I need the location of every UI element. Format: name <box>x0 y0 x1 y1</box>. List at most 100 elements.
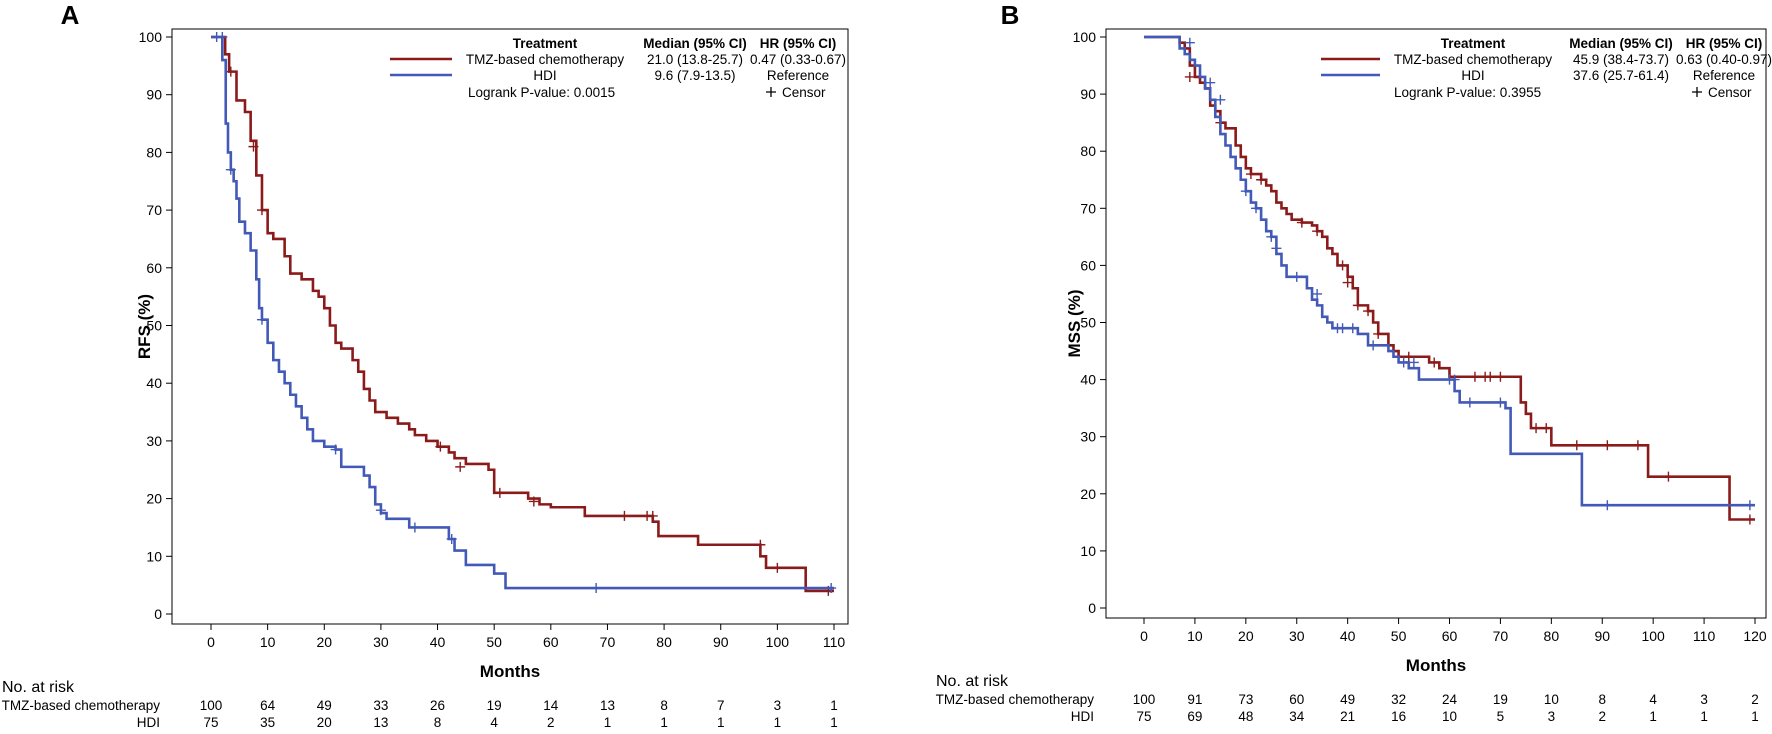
risk-value: 8 <box>1598 692 1606 707</box>
risk-value: 34 <box>1289 709 1305 724</box>
legend-hr: Reference <box>767 68 829 83</box>
censor-mark-tmz <box>1429 357 1440 368</box>
legend-header-treatment: Treatment <box>1441 36 1506 51</box>
censor-mark-tmz <box>1663 471 1674 482</box>
risk-value: 75 <box>1136 709 1151 724</box>
legend-header-median: Median (95% CI) <box>643 36 747 51</box>
risk-value: 4 <box>490 715 498 730</box>
censor-mark-tmz <box>1342 277 1353 288</box>
risk-table: No. at risk TMZ-based chemotherapy 100 91 73… <box>936 673 1759 724</box>
risk-value: 19 <box>487 698 502 713</box>
censor-mark-hdi <box>1271 243 1282 254</box>
risk-value: 2 <box>1598 709 1606 724</box>
risk-value: 75 <box>203 715 218 730</box>
censor-mark-hdi <box>225 164 236 175</box>
x-tick-label: 70 <box>1493 628 1509 644</box>
y-tick-label: 90 <box>1080 86 1096 102</box>
risk-value: 14 <box>543 698 559 713</box>
risk-table-title: No. at risk <box>936 673 1009 690</box>
x-tick-label: 0 <box>1140 628 1148 644</box>
y-tick-label: 30 <box>146 433 162 449</box>
censor-mark-tmz <box>1744 514 1755 525</box>
y-tick-label: 70 <box>146 202 162 218</box>
censor-mark-hdi <box>1495 397 1506 408</box>
risk-value: 73 <box>1238 692 1253 707</box>
censor-legend-icon <box>1692 87 1702 97</box>
censor-mark-tmz <box>435 441 446 452</box>
risk-value: 1 <box>717 715 725 730</box>
censor-mark-tmz <box>248 141 259 152</box>
y-tick-label: 20 <box>1080 486 1096 502</box>
censor-mark-hdi <box>1408 357 1419 368</box>
plot-frame <box>1105 28 1767 619</box>
logrank-pvalue: Logrank P-value: 0.0015 <box>468 85 615 100</box>
x-tick-label: 90 <box>1594 628 1610 644</box>
logrank-pvalue: Logrank P-value: 0.3955 <box>1394 85 1541 100</box>
censor-mark-hdi <box>1602 500 1613 511</box>
y-tick-label: 50 <box>1080 315 1096 331</box>
risk-value: 24 <box>1442 692 1458 707</box>
risk-value: 2 <box>1751 692 1759 707</box>
x-tick-label: 50 <box>486 634 502 650</box>
risk-value: 13 <box>600 698 615 713</box>
censor-mark-tmz <box>1184 71 1195 82</box>
legend-hr: Reference <box>1693 68 1755 83</box>
y-tick-label: 40 <box>1080 372 1096 388</box>
censor-mark-hdi <box>1464 397 1475 408</box>
x-tick-label: 80 <box>1544 628 1560 644</box>
legend-series-name: HDI <box>1461 68 1484 83</box>
km-curve-hdi <box>211 35 834 590</box>
x-axis-label: Months <box>480 662 540 681</box>
censor-mark-hdi <box>1266 231 1277 242</box>
censor-mark-tmz <box>772 562 783 573</box>
legend-series-name: TMZ-based chemotherapy <box>466 52 625 67</box>
y-tick-label: 100 <box>1073 29 1097 45</box>
y-tick-label: 40 <box>146 375 162 391</box>
censor-mark-tmz <box>1352 300 1363 311</box>
legend-median: 45.9 (38.4-73.7) <box>1573 52 1669 67</box>
censor-mark-tmz <box>1256 174 1267 185</box>
risk-row-label: HDI <box>137 715 160 730</box>
risk-value: 3 <box>774 698 782 713</box>
y-tick-label: 90 <box>146 87 162 103</box>
censor-mark-tmz <box>755 539 766 550</box>
censor-mark-hdi <box>1205 77 1216 88</box>
legend-header-median: Median (95% CI) <box>1569 36 1673 51</box>
x-tick-label: 0 <box>207 634 215 650</box>
risk-value: 60 <box>1289 692 1304 707</box>
censor-mark-tmz <box>1312 226 1323 237</box>
risk-value: 1 <box>660 715 668 730</box>
risk-value: 1 <box>1700 709 1708 724</box>
censor-mark-tmz <box>1602 440 1613 451</box>
x-tick-label: 20 <box>316 634 332 650</box>
risk-value: 3 <box>1700 692 1708 707</box>
risk-value: 100 <box>200 698 223 713</box>
censor-mark-tmz <box>1403 351 1414 362</box>
y-tick-label: 60 <box>146 260 162 276</box>
x-tick-label: 100 <box>766 634 790 650</box>
censor-mark-tmz <box>1541 423 1552 434</box>
km-curve-tmz <box>211 35 834 593</box>
censor-mark-tmz <box>1469 371 1480 382</box>
censor-mark-hdi <box>591 583 602 594</box>
risk-value: 7 <box>717 698 725 713</box>
risk-value: 91 <box>1187 692 1202 707</box>
legend-hr: 0.63 (0.40-0.97) <box>1676 52 1772 67</box>
x-tick-label: 30 <box>1289 628 1305 644</box>
risk-value: 8 <box>434 715 442 730</box>
legend-header-hr: HR (95% CI) <box>1686 36 1763 51</box>
risk-row-label: TMZ-based chemotherapy <box>2 698 161 713</box>
censor-mark-hdi <box>1291 271 1302 282</box>
km-curve-hdi <box>1144 35 1755 507</box>
censor-legend-label: Censor <box>1708 85 1752 100</box>
risk-value: 64 <box>260 698 276 713</box>
risk-value: 1 <box>1649 709 1657 724</box>
censor-mark-hdi <box>1251 203 1262 214</box>
risk-value: 21 <box>1340 709 1355 724</box>
x-tick-label: 40 <box>430 634 446 650</box>
x-tick-label: 50 <box>1391 628 1407 644</box>
risk-value: 4 <box>1649 692 1657 707</box>
risk-value: 19 <box>1493 692 1508 707</box>
risk-value: 48 <box>1238 709 1253 724</box>
